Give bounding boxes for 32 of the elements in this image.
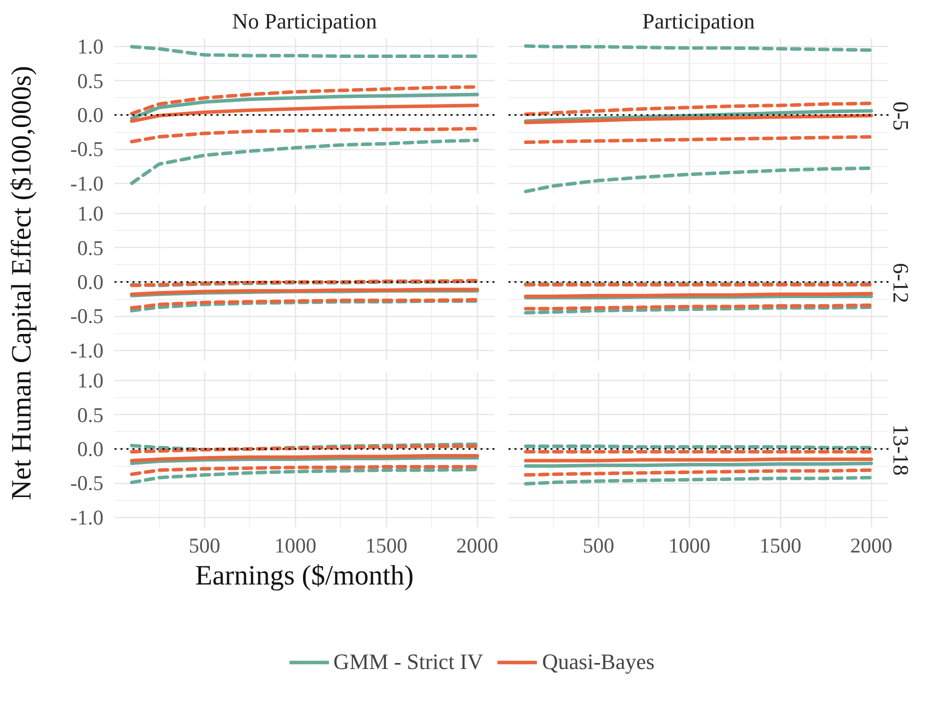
x-tick-label: 1500 bbox=[759, 534, 802, 558]
y2-axis-title: 0-5 bbox=[888, 101, 914, 131]
x-tick-label: 2000 bbox=[456, 534, 498, 558]
y2-axis-title: 6-12 bbox=[888, 262, 914, 304]
chart-title: No Participation bbox=[232, 8, 377, 34]
chart-title: Participation bbox=[642, 8, 755, 34]
y-tick-label: 1.0 bbox=[77, 368, 104, 393]
y-tick-label: 1.0 bbox=[77, 34, 104, 59]
x-axis-title: Earnings ($/month) bbox=[195, 560, 414, 592]
y-tick-label: 0.0 bbox=[77, 102, 104, 127]
y-tick-label: 0.5 bbox=[77, 236, 104, 260]
y-tick-label: -0.5 bbox=[70, 137, 104, 162]
legend-label: Quasi-Bayes bbox=[542, 649, 655, 675]
y2-axis-title: 13-18 bbox=[888, 424, 914, 476]
y-tick-label: -1.0 bbox=[70, 338, 104, 362]
x-tick-label: 1000 bbox=[668, 534, 710, 558]
legend-label: GMM - Strict IV bbox=[333, 649, 484, 675]
y-axis-title: Net Human Capital Effect ($100,000s) bbox=[6, 66, 38, 500]
y-tick-label: 0.0 bbox=[77, 436, 104, 461]
y-tick-label: 0.5 bbox=[77, 68, 104, 93]
y-tick-label: -0.5 bbox=[70, 304, 104, 328]
y-tick-label: -1.0 bbox=[70, 505, 104, 530]
x-tick-label: 500 bbox=[188, 534, 220, 558]
y-tick-label: 0.0 bbox=[77, 270, 104, 294]
y-tick-label: -0.5 bbox=[70, 471, 104, 496]
y-tick-label: 0.5 bbox=[77, 402, 104, 427]
x-tick-label: 500 bbox=[582, 534, 614, 558]
x-tick-label: 1000 bbox=[274, 534, 316, 558]
y-tick-label: 1.0 bbox=[77, 202, 104, 226]
y-tick-label: -1.0 bbox=[70, 171, 104, 196]
x-tick-label: 2000 bbox=[850, 534, 892, 558]
x-tick-label: 1500 bbox=[365, 534, 408, 558]
